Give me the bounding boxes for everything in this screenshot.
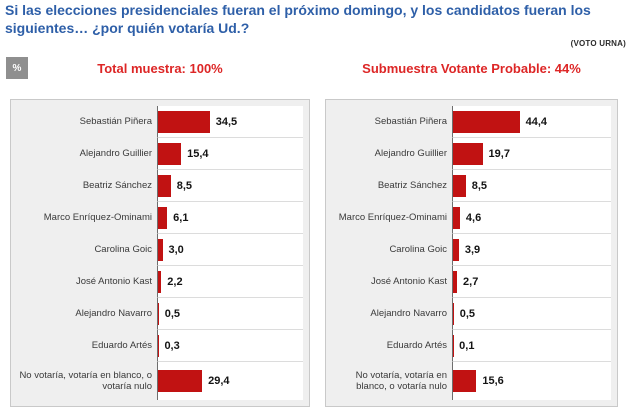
candidate-label: Alejandro Guillier (79, 148, 152, 160)
bar (158, 174, 171, 197)
candidate-label: Carolina Goic (94, 244, 152, 256)
value-label: 0,5 (164, 307, 181, 320)
bar (453, 370, 477, 392)
candidate-label: No votaría, votaría en blanco, o votaría… (19, 369, 152, 392)
value-label: 44,4 (525, 115, 548, 128)
chart-row: Beatriz Sánchez 8,5 (17, 170, 303, 202)
chart-title-total-muestra: Total muestra: 100% (97, 61, 223, 76)
candidate-label: Beatriz Sánchez (82, 180, 152, 192)
voto-urna-note: (VOTO URNA) (570, 39, 626, 48)
bar-track: 0,1 (452, 330, 611, 362)
bar-track: 4,6 (452, 202, 611, 234)
bar (158, 370, 203, 392)
candidate-label: Sebastián Piñera (374, 116, 447, 128)
bar-track: 29,4 (157, 362, 303, 400)
candidate-label: Beatriz Sánchez (377, 180, 447, 192)
bar (453, 206, 460, 229)
value-label: 0,3 (164, 339, 180, 352)
value-label: 8,5 (176, 179, 193, 192)
bar-track: 6,1 (157, 202, 303, 234)
candidate-label: Sebastián Piñera (79, 116, 152, 128)
bar-track: 15,4 (157, 138, 303, 170)
bar (453, 174, 466, 197)
chart-row: Carolina Goic 3,9 (332, 234, 611, 266)
value-label: 8,5 (471, 179, 488, 192)
chart-row: No votaría, votaría en blanco, o votaría… (17, 362, 303, 400)
value-label: 4,6 (465, 211, 482, 224)
value-label: 3,9 (464, 243, 481, 256)
bar-track: 34,5 (157, 106, 303, 138)
candidate-label: José Antonio Kast (370, 276, 447, 288)
bar (158, 238, 163, 261)
chart-panel-total-muestra: Sebastián Piñera 34,5 Alejandro Guillier 15… (10, 99, 310, 407)
bar (158, 142, 182, 165)
value-label: 15,4 (187, 147, 209, 160)
candidate-label: José Antonio Kast (75, 276, 152, 288)
value-label: 34,5 (215, 115, 238, 128)
chart-row: Beatriz Sánchez 8,5 (332, 170, 611, 202)
candidate-label: Marco Enríquez-Ominami (43, 212, 152, 224)
chart-row: Alejandro Navarro 0,5 (332, 298, 611, 330)
bar (158, 270, 162, 293)
bar-track: 2,2 (157, 266, 303, 298)
page-title: Si las elecciones presidenciales fueran … (5, 2, 591, 37)
bar-track: 3,0 (157, 234, 303, 266)
value-label: 6,1 (173, 211, 189, 224)
percent-unit-badge: % (6, 57, 28, 79)
value-label: 0,5 (459, 307, 476, 320)
value-label: 19,7 (488, 147, 510, 160)
chart-row: No votaría, votaría en blanco, o votaría… (332, 362, 611, 400)
value-label: 3,0 (168, 243, 184, 256)
bar-track: 0,5 (452, 298, 611, 330)
chart-title-submuestra-votante-probable: Submuestra Votante Probable: 44% (362, 61, 581, 76)
chart-row: Alejandro Guillier 19,7 (332, 138, 611, 170)
bar (158, 302, 159, 325)
chart-row: Alejandro Navarro 0,5 (17, 298, 303, 330)
candidate-label: Alejandro Navarro (370, 308, 447, 320)
chart-row: José Antonio Kast 2,7 (332, 266, 611, 298)
bar-track: 8,5 (452, 170, 611, 202)
bar (453, 238, 459, 261)
bar-track: 0,5 (157, 298, 303, 330)
candidate-label: Eduardo Artés (91, 340, 152, 352)
bar (453, 270, 458, 293)
candidate-label: No votaría, votaría en blanco, o votaría… (355, 369, 447, 392)
chart-panel-submuestra-votante-probable: Sebastián Piñera 44,4 Alejandro Guillier 19… (325, 99, 618, 407)
candidate-label: Alejandro Navarro (75, 308, 152, 320)
bar (453, 142, 483, 165)
candidate-label: Alejandro Guillier (374, 148, 447, 160)
value-label: 2,2 (167, 275, 183, 288)
chart-row: Eduardo Artés 0,1 (332, 330, 611, 362)
chart-row: Eduardo Artés 0,3 (17, 330, 303, 362)
chart-row: Marco Enríquez-Ominami 4,6 (332, 202, 611, 234)
bar-track: 15,6 (452, 362, 611, 400)
chart-row: Sebastián Piñera 34,5 (17, 106, 303, 138)
candidate-label: Carolina Goic (389, 244, 447, 256)
chart-row: Alejandro Guillier 15,4 (17, 138, 303, 170)
value-label: 15,6 (482, 375, 504, 387)
candidate-label: Marco Enríquez-Ominami (338, 212, 447, 224)
candidate-label: Eduardo Artés (386, 340, 447, 352)
bar-track: 2,7 (452, 266, 611, 298)
chart-row: José Antonio Kast 2,2 (17, 266, 303, 298)
value-label: 0,1 (459, 339, 475, 352)
bar-track: 0,3 (157, 330, 303, 362)
chart-row: Marco Enríquez-Ominami 6,1 (17, 202, 303, 234)
bar-track: 19,7 (452, 138, 611, 170)
bar (453, 302, 454, 325)
chart-row: Carolina Goic 3,0 (17, 234, 303, 266)
bar (453, 110, 520, 133)
bar-track: 8,5 (157, 170, 303, 202)
value-label: 2,7 (463, 275, 479, 288)
chart-row: Sebastián Piñera 44,4 (332, 106, 611, 138)
value-label: 29,4 (208, 375, 230, 387)
bar (158, 110, 210, 133)
bar (158, 206, 168, 229)
bar-track: 3,9 (452, 234, 611, 266)
bar-track: 44,4 (452, 106, 611, 138)
